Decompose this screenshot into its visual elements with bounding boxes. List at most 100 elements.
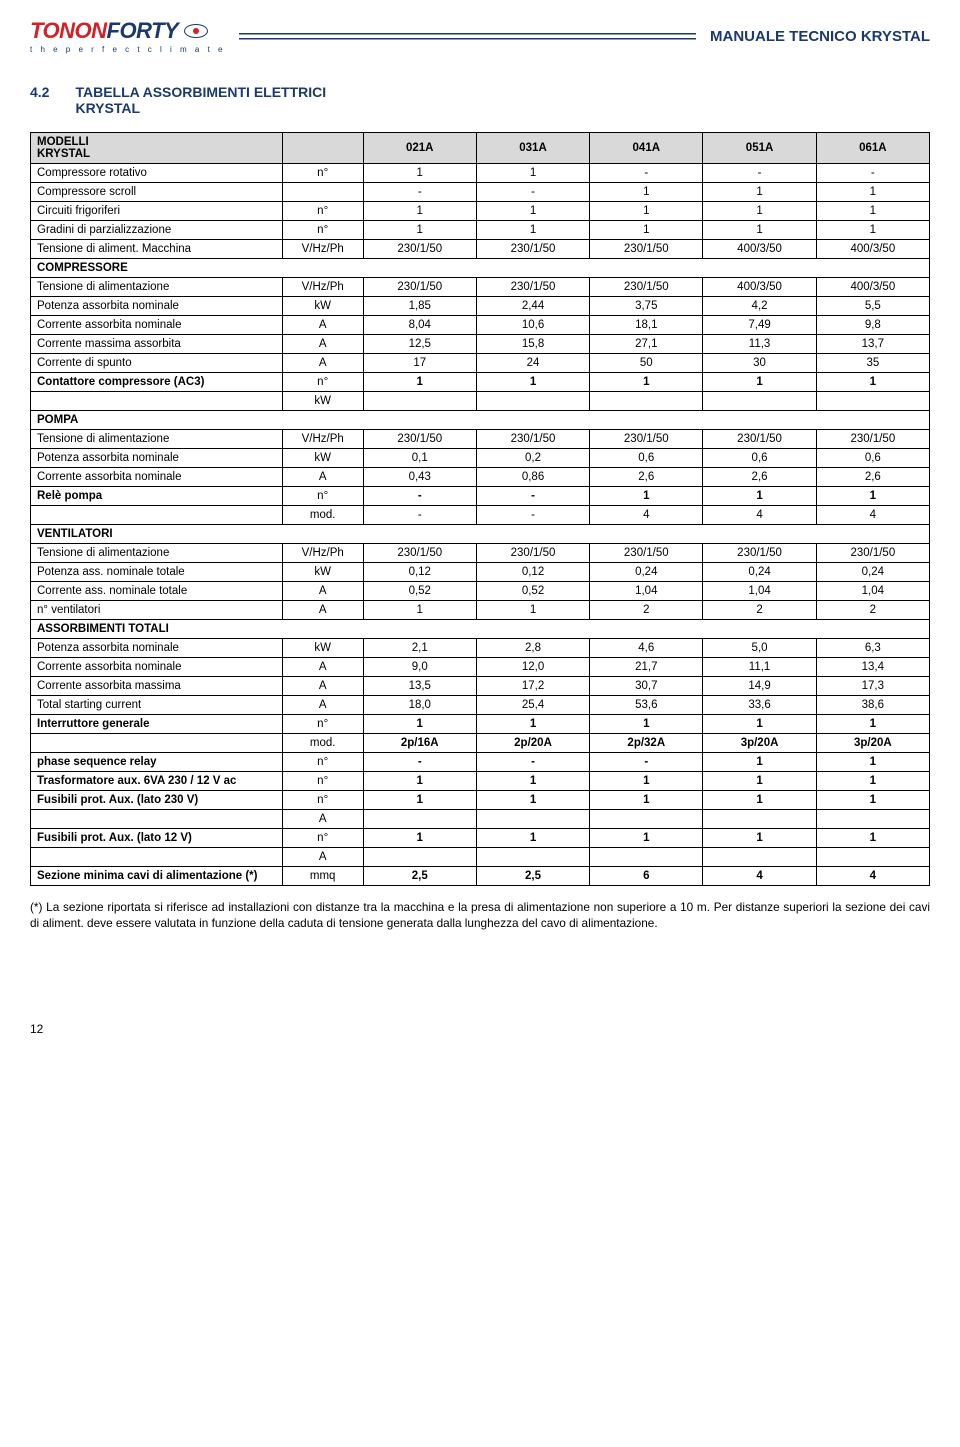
row-value: 17,2	[476, 677, 589, 696]
row-value: 230/1/50	[590, 278, 703, 297]
row-value: 1	[816, 753, 929, 772]
row-label: Potenza assorbita nominale	[31, 449, 283, 468]
row-unit: kW	[282, 297, 363, 316]
table-row: Tensione di alimentazioneV/Hz/Ph230/1/50…	[31, 430, 930, 449]
row-value: 1	[816, 829, 929, 848]
row-value: 3p/20A	[703, 734, 816, 753]
header-col-1: 021A	[363, 133, 476, 164]
row-value: 2,44	[476, 297, 589, 316]
row-value: 18,1	[590, 316, 703, 335]
row-value: 230/1/50	[816, 430, 929, 449]
row-value: 1	[363, 791, 476, 810]
row-value: 15,8	[476, 335, 589, 354]
row-value	[703, 848, 816, 867]
table-header-row: MODELLI KRYSTAL 021A 031A 041A 051A 061A	[31, 133, 930, 164]
row-label: Fusibili prot. Aux. (lato 230 V)	[31, 791, 283, 810]
row-label: Tensione di alimentazione	[31, 430, 283, 449]
row-value: 1	[590, 183, 703, 202]
row-value: 1	[476, 715, 589, 734]
row-value: 13,7	[816, 335, 929, 354]
row-label: Interruttore generale	[31, 715, 283, 734]
row-unit: V/Hz/Ph	[282, 278, 363, 297]
row-value: 2p/16A	[363, 734, 476, 753]
row-label: Fusibili prot. Aux. (lato 12 V)	[31, 829, 283, 848]
row-value: -	[476, 487, 589, 506]
table-row: Contattore compressore (AC3)n°11111	[31, 373, 930, 392]
row-unit: n°	[282, 164, 363, 183]
row-label: Trasformatore aux. 6VA 230 / 12 V ac	[31, 772, 283, 791]
section-title-line1: TABELLA ASSORBIMENTI ELETTRICI	[75, 84, 326, 100]
row-value: 230/1/50	[590, 430, 703, 449]
row-label: n° ventilatori	[31, 601, 283, 620]
row-value: 1	[703, 183, 816, 202]
row-label: Compressore scroll	[31, 183, 283, 202]
row-value	[363, 810, 476, 829]
row-value: 1	[590, 715, 703, 734]
row-value: 1	[363, 373, 476, 392]
row-value	[703, 810, 816, 829]
table-body: Compressore rotativon°11---Compressore s…	[31, 164, 930, 886]
row-value: 2,5	[363, 867, 476, 886]
row-value: 0,24	[703, 563, 816, 582]
row-label: Sezione minima cavi di alimentazione (*)	[31, 867, 283, 886]
row-value	[363, 392, 476, 411]
row-value: 1	[590, 791, 703, 810]
row-unit: n°	[282, 373, 363, 392]
row-unit: n°	[282, 772, 363, 791]
table-row: Corrente massima assorbitaA12,515,827,11…	[31, 335, 930, 354]
row-unit: mod.	[282, 506, 363, 525]
row-value: 13,5	[363, 677, 476, 696]
row-value: 400/3/50	[703, 240, 816, 259]
row-value	[816, 848, 929, 867]
row-value: 4	[590, 506, 703, 525]
table-row: Fusibili prot. Aux. (lato 230 V)n°11111	[31, 791, 930, 810]
row-value: 53,6	[590, 696, 703, 715]
brand-logo: TONONFORTY t h e p e r f e c t c l i m a…	[30, 18, 225, 54]
row-label: Tensione di alimentazione	[31, 544, 283, 563]
table-row: Corrente assorbita nominaleA8,0410,618,1…	[31, 316, 930, 335]
row-value: 1	[590, 487, 703, 506]
row-value: 0,52	[476, 582, 589, 601]
row-value: 12,0	[476, 658, 589, 677]
document-title: MANUALE TECNICO KRYSTAL	[710, 28, 930, 45]
row-value: 17,3	[816, 677, 929, 696]
row-value: 1	[703, 487, 816, 506]
row-label	[31, 734, 283, 753]
row-unit: A	[282, 696, 363, 715]
row-unit: A	[282, 468, 363, 487]
row-value: 1,85	[363, 297, 476, 316]
table-row: A	[31, 848, 930, 867]
row-label: Corrente massima assorbita	[31, 335, 283, 354]
row-value: 2,1	[363, 639, 476, 658]
header-col-5: 061A	[816, 133, 929, 164]
row-value: 2	[703, 601, 816, 620]
section-title-text: TABELLA ASSORBIMENTI ELETTRICI KRYSTAL	[75, 84, 326, 116]
logo-part-1: TONON	[30, 18, 107, 44]
row-unit: A	[282, 658, 363, 677]
row-value: -	[590, 753, 703, 772]
row-value: 1	[816, 183, 929, 202]
row-unit	[282, 183, 363, 202]
row-unit: A	[282, 848, 363, 867]
row-value: 0,86	[476, 468, 589, 487]
section-cell: ASSORBIMENTI TOTALI	[31, 620, 930, 639]
row-value: 2,6	[590, 468, 703, 487]
row-value: 24	[476, 354, 589, 373]
row-value: 14,9	[703, 677, 816, 696]
row-value: 6,3	[816, 639, 929, 658]
row-value: 1,04	[590, 582, 703, 601]
header-models-l2: KRYSTAL	[37, 148, 90, 160]
row-label: Contattore compressore (AC3)	[31, 373, 283, 392]
row-unit: mmq	[282, 867, 363, 886]
row-value: -	[703, 164, 816, 183]
footnote: (*) La sezione riportata si riferisce ad…	[30, 900, 930, 932]
row-label: Corrente di spunto	[31, 354, 283, 373]
row-value: 12,5	[363, 335, 476, 354]
table-row: ASSORBIMENTI TOTALI	[31, 620, 930, 639]
table-row: Relè pompan°--111	[31, 487, 930, 506]
table-row: Compressore rotativon°11---	[31, 164, 930, 183]
row-unit: A	[282, 677, 363, 696]
row-value: 30	[703, 354, 816, 373]
row-value: 0,1	[363, 449, 476, 468]
row-unit: kW	[282, 449, 363, 468]
